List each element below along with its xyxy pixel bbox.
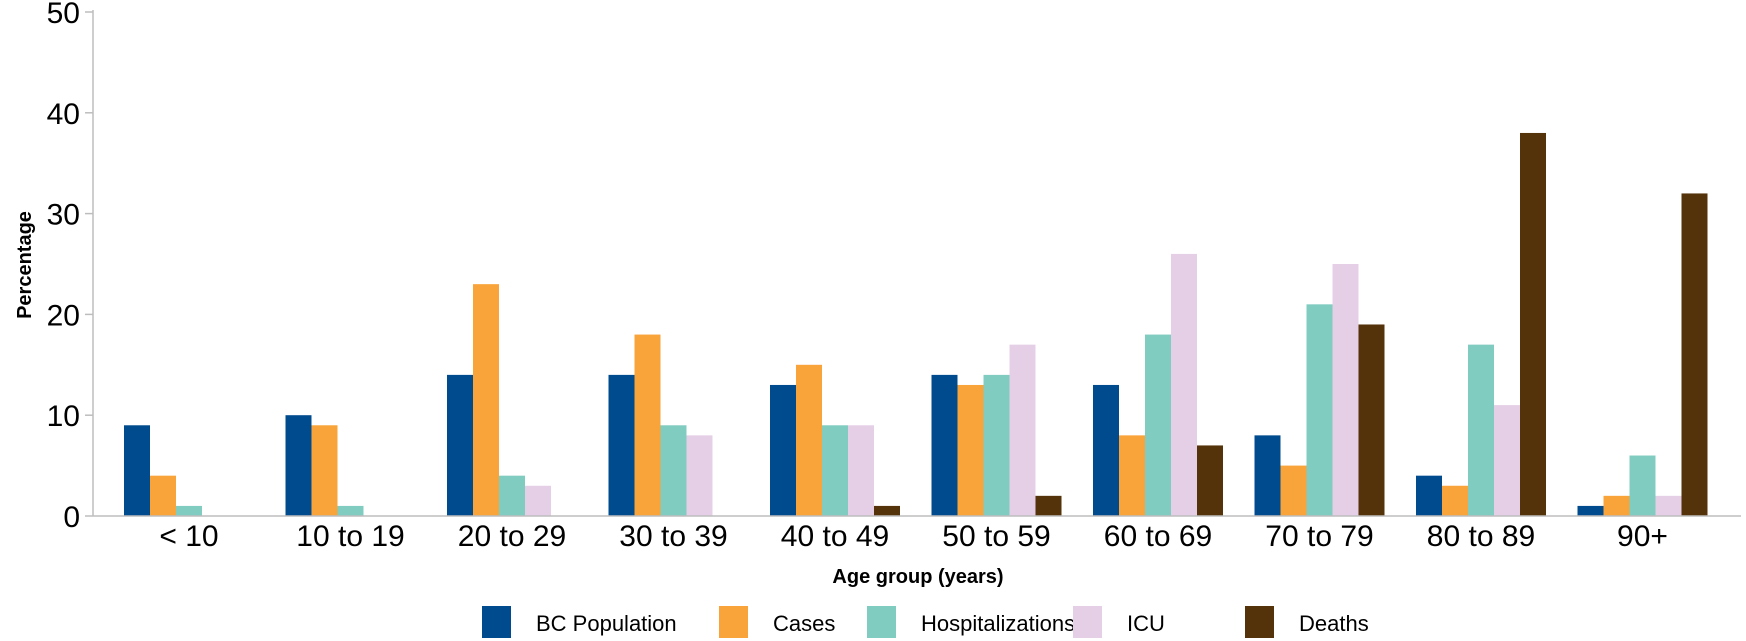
bar [150, 475, 176, 516]
x-tick-label: 80 to 89 [1427, 520, 1535, 553]
legend-label: BC Population [536, 611, 677, 636]
bar [874, 505, 900, 516]
bar [931, 374, 958, 516]
bar [1416, 475, 1442, 516]
bar [1035, 495, 1062, 516]
bar [608, 374, 635, 516]
y-axis: 0 10 20 30 40 50 [47, 0, 94, 534]
x-tick-label: 90+ [1617, 520, 1668, 553]
bar [473, 284, 499, 516]
legend-swatch [1073, 606, 1102, 638]
legend: BC Population Cases Hospitalizations ICU Dea… [482, 606, 1369, 638]
y-tick-label: 30 [47, 199, 80, 232]
legend-label: Deaths [1299, 611, 1369, 636]
x-tick-label: 10 to 19 [296, 520, 404, 553]
x-tick-label: 70 to 79 [1265, 520, 1373, 553]
bar [1171, 253, 1197, 517]
bar [1520, 132, 1546, 516]
bar [796, 364, 822, 516]
bar [525, 485, 551, 516]
x-axis: < 10 10 to 19 20 to 29 30 to 39 40 to 49 50 t… [93, 515, 1741, 553]
bar [770, 384, 796, 516]
y-tick-label: 0 [63, 501, 80, 534]
x-tick-label: 30 to 39 [619, 520, 727, 553]
bar [1254, 435, 1281, 516]
bar [1197, 445, 1223, 516]
bar [124, 425, 150, 516]
bar [1145, 334, 1171, 516]
bar [983, 374, 1010, 516]
bar [337, 505, 364, 516]
bar [447, 374, 473, 516]
bar [957, 384, 984, 516]
legend-swatch [719, 606, 748, 638]
bar [634, 334, 661, 516]
bar [1603, 495, 1630, 516]
legend-label: Hospitalizations [921, 611, 1075, 636]
x-axis-title: Age group (years) [832, 566, 1003, 588]
bar [1577, 505, 1604, 516]
bar [1655, 495, 1682, 516]
bar [1280, 465, 1307, 516]
legend-item: Deaths [1245, 606, 1369, 638]
y-tick-label: 40 [47, 98, 80, 131]
bar [686, 435, 713, 516]
legend-swatch [1245, 606, 1274, 638]
y-axis-title: Percentage [14, 211, 36, 319]
bar [176, 505, 202, 516]
bar [1093, 384, 1119, 516]
bar [285, 415, 312, 516]
bar [822, 425, 848, 516]
bar [311, 425, 338, 516]
bar [1306, 304, 1333, 516]
bar [499, 475, 525, 516]
bar [1332, 264, 1359, 516]
bar [1442, 485, 1468, 516]
bar [1358, 324, 1385, 516]
bar [1494, 405, 1520, 516]
legend-item: Hospitalizations [867, 606, 1075, 638]
bar [1681, 193, 1708, 516]
x-tick-label: 60 to 69 [1104, 520, 1212, 553]
bar [1468, 344, 1494, 516]
bar [1009, 344, 1036, 516]
plot-area [124, 132, 1708, 517]
legend-item: Cases [719, 606, 835, 638]
x-tick-label: 20 to 29 [458, 520, 566, 553]
legend-swatch [482, 606, 511, 638]
y-tick-label: 20 [47, 299, 80, 332]
y-tick-label: 50 [47, 0, 80, 30]
bar [1629, 455, 1656, 516]
bar [848, 425, 874, 516]
legend-swatch [867, 606, 896, 638]
legend-item: BC Population [482, 606, 677, 638]
legend-label: ICU [1127, 611, 1165, 636]
bar [1119, 435, 1145, 516]
x-tick-label: 50 to 59 [942, 520, 1050, 553]
legend-label: Cases [773, 611, 835, 636]
legend-item: ICU [1073, 606, 1165, 638]
x-tick-label: < 10 [159, 520, 218, 553]
y-tick-label: 10 [47, 400, 80, 433]
x-tick-label: 40 to 49 [781, 520, 889, 553]
bar [660, 425, 687, 516]
